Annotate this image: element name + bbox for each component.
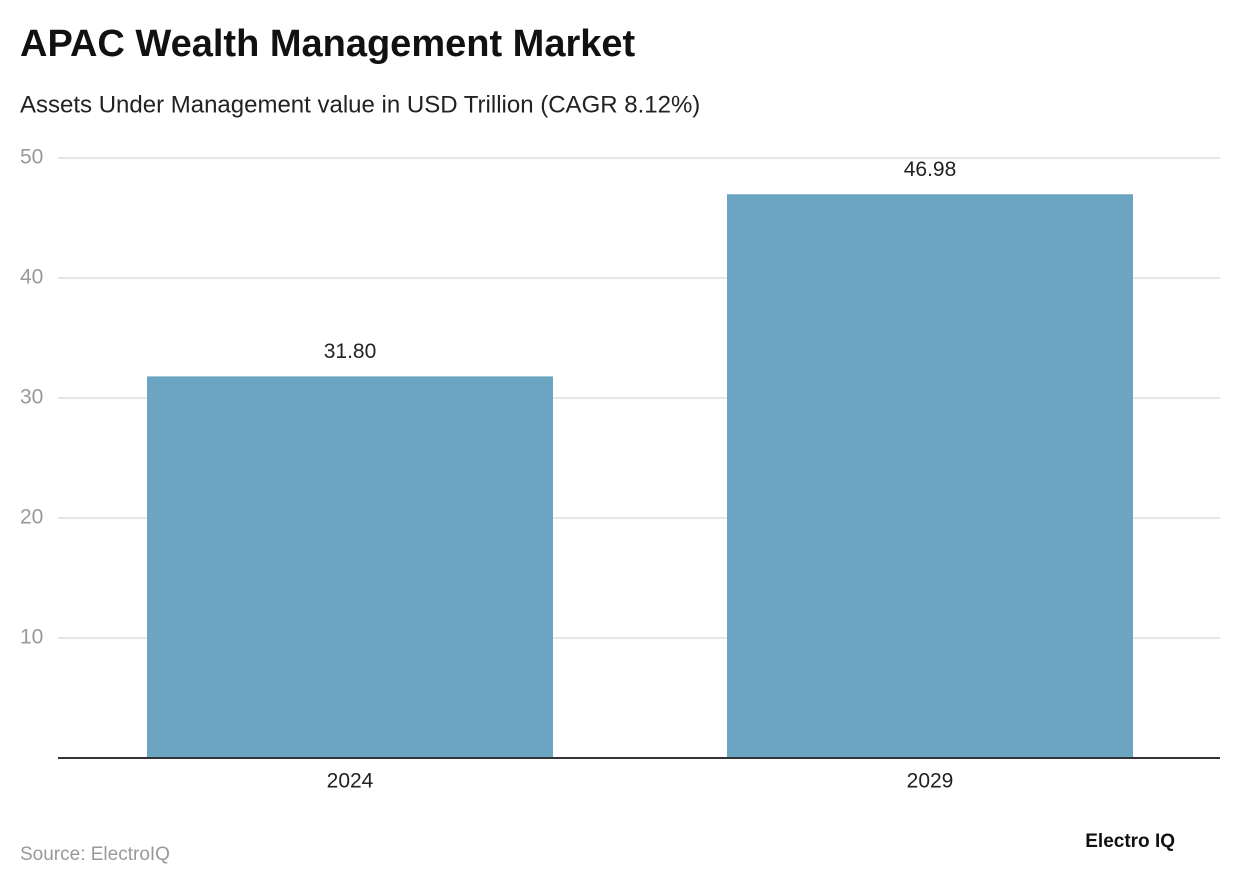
y-tick-label: 10	[20, 626, 43, 649]
chart-title: APAC Wealth Management Market	[20, 23, 636, 65]
y-tick-label: 20	[20, 506, 43, 529]
chart-subtitle: Assets Under Management value in USD Tri…	[20, 91, 700, 118]
source: Source: ElectroIQ	[20, 844, 170, 865]
value-label: 46.98	[904, 158, 957, 181]
y-tick-label: 50	[20, 146, 43, 169]
y-tick-label: 40	[20, 266, 43, 289]
bar	[727, 194, 1133, 759]
logo: Electro IQ	[1085, 831, 1175, 852]
y-tick-label: 30	[20, 386, 43, 409]
value-label: 31.80	[324, 340, 377, 363]
x-tick-label: 2024	[327, 770, 374, 793]
x-tick-label: 2029	[907, 770, 954, 793]
bar	[147, 376, 553, 758]
